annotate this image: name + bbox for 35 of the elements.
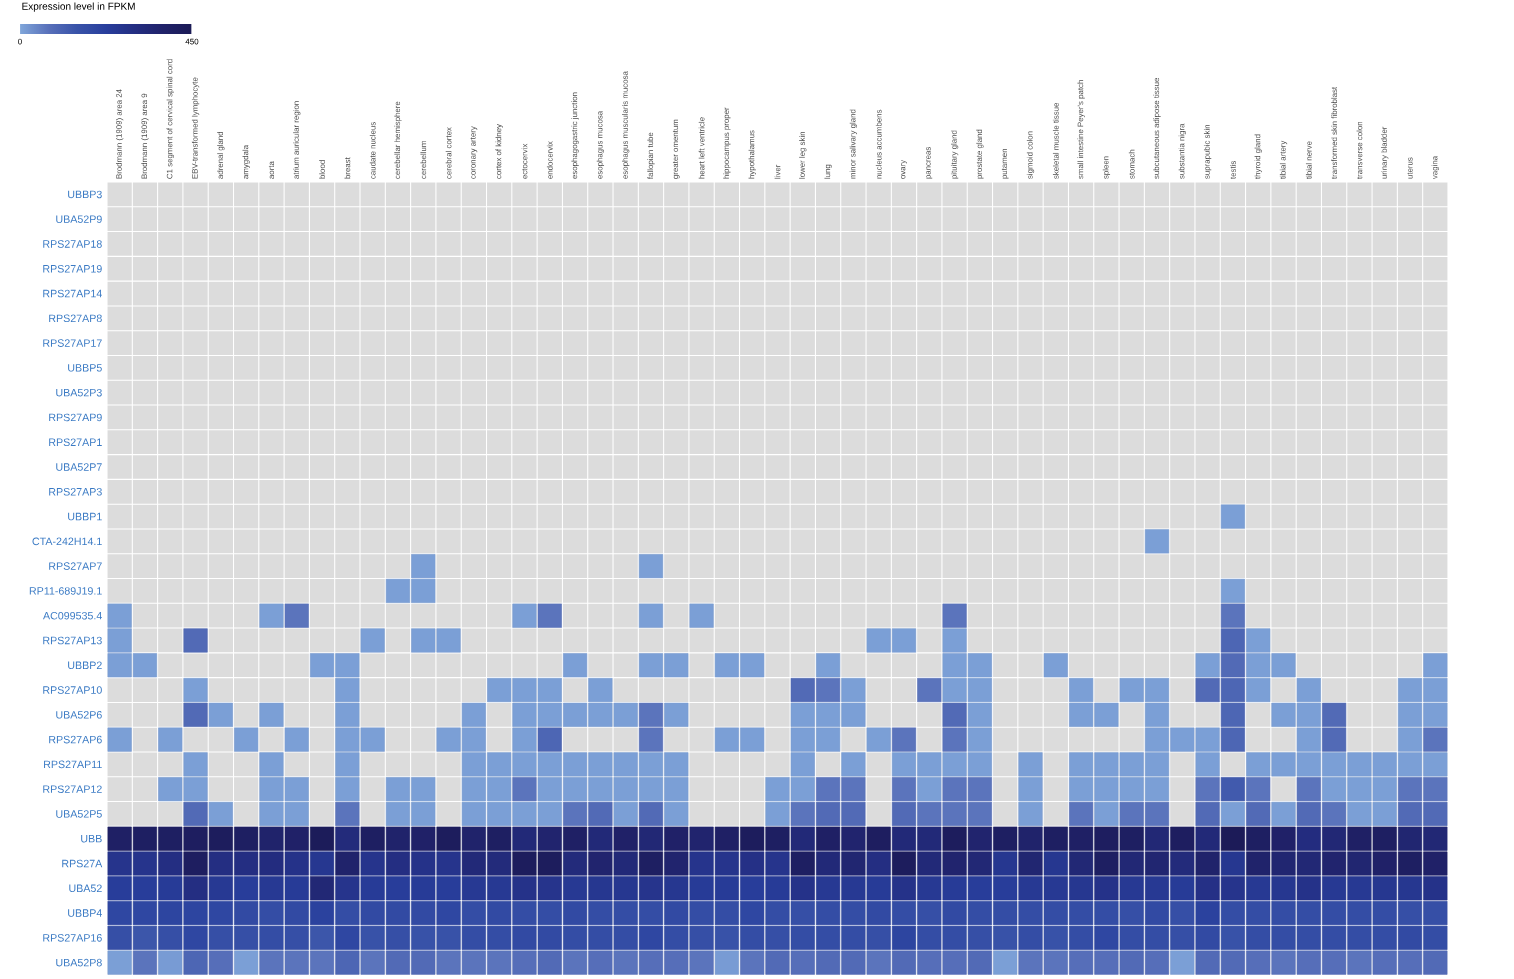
y-tick-label: UBBP5 xyxy=(68,364,102,372)
y-tick-label: RPS27AP17 xyxy=(43,339,102,347)
y-tick-label: RPS27AP14 xyxy=(43,289,102,298)
y-tick-label: RPS27AP18 xyxy=(43,240,102,248)
y-tick-label: RPS27AP9 xyxy=(49,413,102,422)
color-bar-label: 0 xyxy=(18,38,22,45)
y-tick-label: RPS27AP10 xyxy=(43,686,102,694)
y-tick-label: UBA52 xyxy=(69,884,102,893)
y-tick-label: UBA52P8 xyxy=(56,958,102,967)
y-tick-label: RP11-689J19.1 xyxy=(29,587,102,595)
y-tick-label: UBBP4 xyxy=(68,909,102,917)
color-bar-label: 450 xyxy=(185,38,199,45)
y-tick-label: RPS27A xyxy=(62,859,103,868)
y-tick-label: CTA-242H14.1 xyxy=(32,537,102,546)
y-tick-label: RPS27AP12 xyxy=(43,785,102,793)
y-tick-label: UBBP1 xyxy=(68,512,102,521)
y-tick-label: RPS27AP19 xyxy=(43,264,102,273)
y-tick-label: UBA52P5 xyxy=(56,810,102,818)
y-tick-label: UBBP3 xyxy=(68,190,102,199)
y-tick-label: UBA52P3 xyxy=(56,388,102,397)
y-tick-label: RPS27AP8 xyxy=(49,314,102,323)
y-tick-label: RPS27AP11 xyxy=(44,760,102,769)
y-tick-label: RPS27AP6 xyxy=(49,735,102,744)
y-tick-label: UBA52P9 xyxy=(56,215,102,223)
y-tick-label: RPS27AP1 xyxy=(49,438,102,446)
y-tick-label: RPS27AP16 xyxy=(43,934,102,942)
y-tick-label: UBA52P6 xyxy=(56,711,102,719)
y-tick-label: AC099535.4 xyxy=(43,611,102,620)
y-tick-label: UBB xyxy=(81,835,102,843)
y-tick-label: RPS27AP3 xyxy=(49,488,102,496)
color-bar-title: Expression level in FPKM xyxy=(22,2,135,12)
y-tick-label: RPS27AP13 xyxy=(43,636,102,645)
y-tick-label: UBBP2 xyxy=(68,661,102,670)
y-tick-label: UBA52P7 xyxy=(56,463,102,471)
y-tick-label: RPS27AP7 xyxy=(49,562,102,570)
